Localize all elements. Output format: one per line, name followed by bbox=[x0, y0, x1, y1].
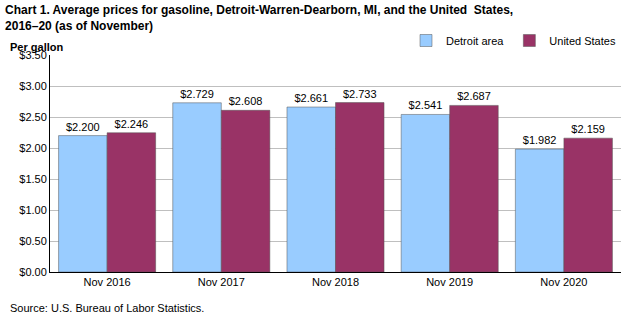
svg-text:$2.687: $2.687 bbox=[457, 90, 491, 102]
svg-text:$3.50: $3.50 bbox=[19, 49, 47, 61]
svg-text:United States: United States bbox=[549, 35, 616, 47]
svg-text:$2.608: $2.608 bbox=[229, 95, 263, 107]
svg-text:$2.00: $2.00 bbox=[19, 142, 47, 154]
svg-text:$0.50: $0.50 bbox=[19, 235, 47, 247]
svg-text:$2.733: $2.733 bbox=[343, 88, 377, 100]
svg-text:$1.982: $1.982 bbox=[523, 134, 557, 146]
svg-text:Nov 2020: Nov 2020 bbox=[540, 276, 587, 288]
svg-text:$1.50: $1.50 bbox=[19, 173, 47, 185]
svg-text:Nov 2018: Nov 2018 bbox=[312, 276, 359, 288]
svg-text:Per gallon: Per gallon bbox=[10, 41, 63, 53]
svg-text:$3.00: $3.00 bbox=[19, 80, 47, 92]
svg-text:$2.661: $2.661 bbox=[294, 92, 328, 104]
svg-text:Chart 1. Average prices for ga: Chart 1. Average prices for gasoline, De… bbox=[5, 3, 513, 33]
svg-text:Detroit area: Detroit area bbox=[446, 35, 504, 47]
svg-text:Source: U.S. Bureau of Labor S: Source: U.S. Bureau of Labor Statistics. bbox=[10, 302, 204, 314]
svg-text:$2.541: $2.541 bbox=[409, 99, 443, 111]
svg-text:$0.00: $0.00 bbox=[19, 266, 47, 278]
svg-text:Nov 2019: Nov 2019 bbox=[426, 276, 473, 288]
svg-text:$2.200: $2.200 bbox=[66, 121, 100, 133]
svg-text:$2.50: $2.50 bbox=[19, 111, 47, 123]
svg-text:Nov 2016: Nov 2016 bbox=[84, 276, 131, 288]
svg-text:$2.159: $2.159 bbox=[571, 123, 605, 135]
svg-text:$2.729: $2.729 bbox=[180, 88, 214, 100]
svg-text:$2.246: $2.246 bbox=[115, 118, 149, 130]
svg-text:$1.00: $1.00 bbox=[19, 204, 47, 216]
svg-text:Nov 2017: Nov 2017 bbox=[198, 276, 245, 288]
